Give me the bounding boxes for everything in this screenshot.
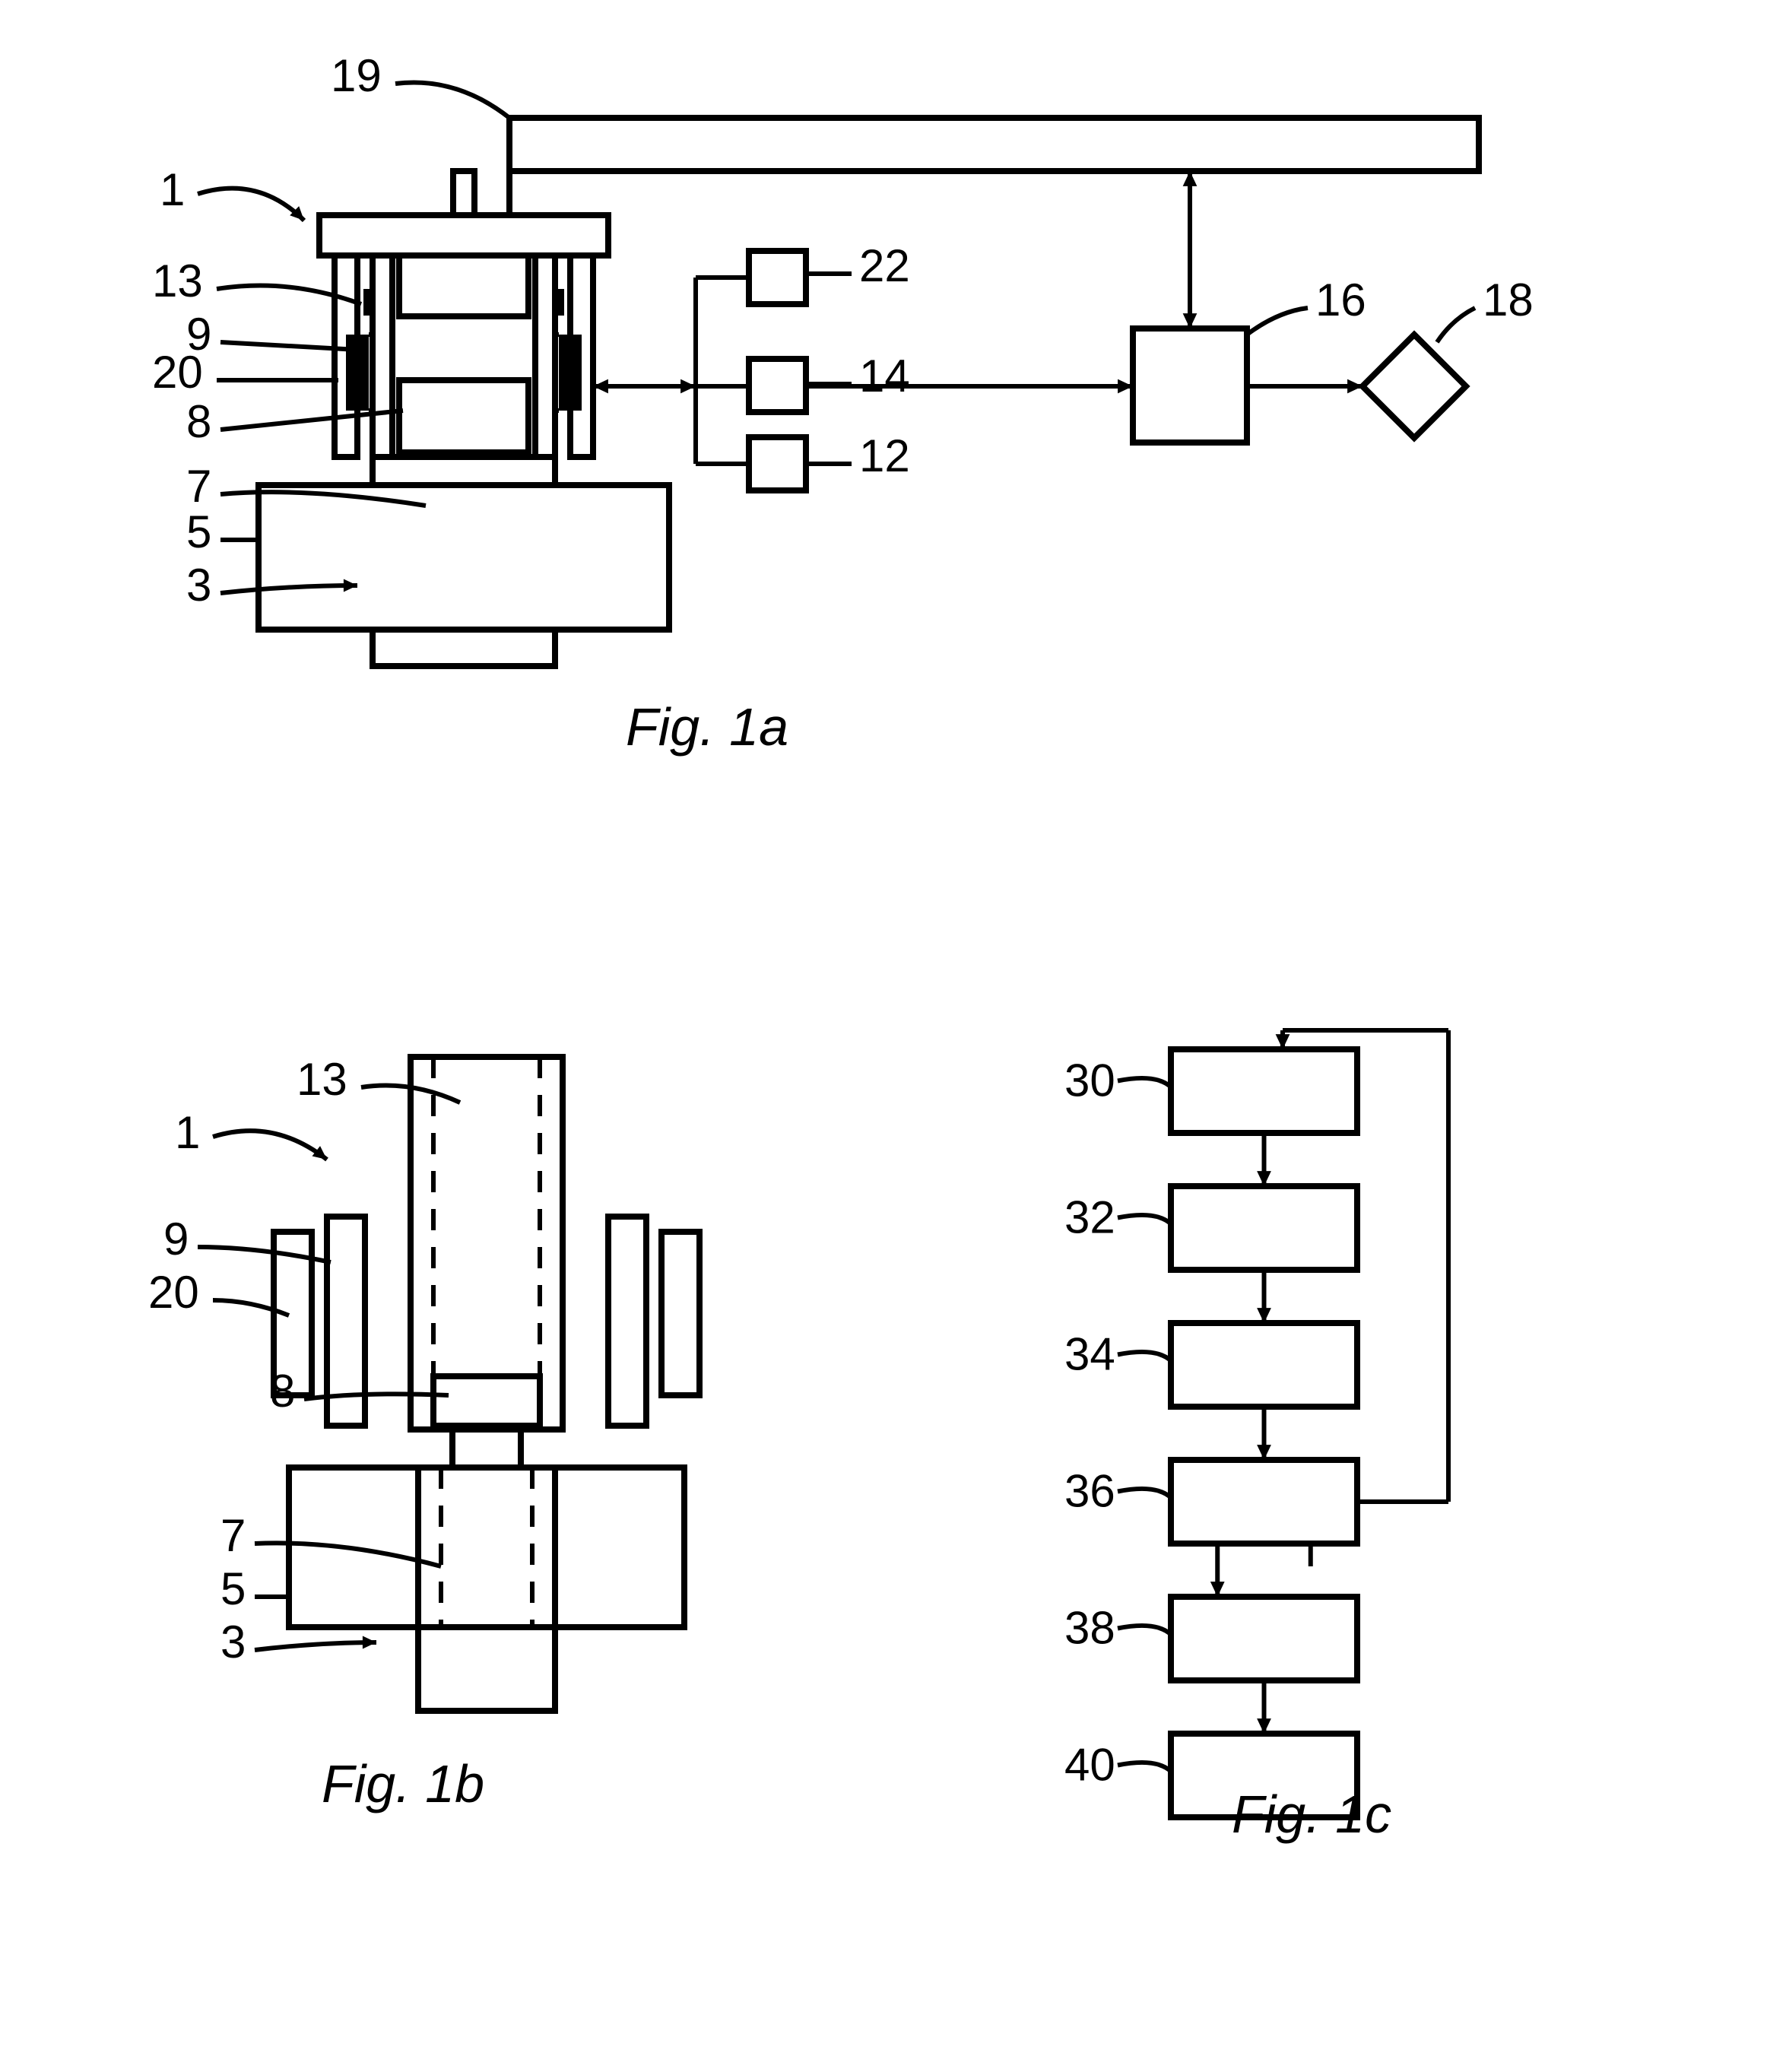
svg-text:36: 36 [1064,1466,1115,1517]
svg-text:14: 14 [859,351,910,401]
fig-1c: 30 32 34 36 38 40 Fig. 1c [1064,1030,1448,1844]
fig-1a: 1357891213141618192022Fig. 1a [152,50,1534,757]
svg-text:Fig. 1b: Fig. 1b [322,1754,484,1813]
svg-text:30: 30 [1064,1055,1115,1106]
svg-text:3: 3 [186,560,211,611]
svg-text:5: 5 [220,1563,246,1614]
svg-text:38: 38 [1064,1603,1115,1654]
svg-text:13: 13 [152,255,203,306]
svg-text:22: 22 [859,240,910,291]
svg-text:16: 16 [1315,274,1366,325]
svg-text:7: 7 [220,1510,246,1561]
svg-text:19: 19 [331,50,382,101]
svg-text:12: 12 [859,430,910,481]
svg-text:40: 40 [1064,1740,1115,1791]
svg-text:20: 20 [152,347,203,398]
svg-text:8: 8 [186,396,211,447]
svg-text:13: 13 [297,1054,347,1105]
svg-text:20: 20 [148,1267,199,1318]
svg-text:18: 18 [1483,274,1534,325]
svg-text:7: 7 [186,461,211,512]
svg-text:1: 1 [160,164,185,215]
svg-text:32: 32 [1064,1192,1115,1243]
svg-text:3: 3 [220,1617,246,1667]
svg-text:34: 34 [1064,1329,1115,1380]
svg-text:5: 5 [186,506,211,557]
svg-text:8: 8 [270,1366,295,1417]
svg-text:Fig. 1a: Fig. 1a [626,697,788,757]
svg-text:9: 9 [163,1214,189,1264]
svg-text:1: 1 [175,1107,200,1158]
fig-1b: 1357891320Fig. 1b [148,1054,699,1813]
svg-text:Fig. 1c: Fig. 1c [1232,1785,1391,1844]
